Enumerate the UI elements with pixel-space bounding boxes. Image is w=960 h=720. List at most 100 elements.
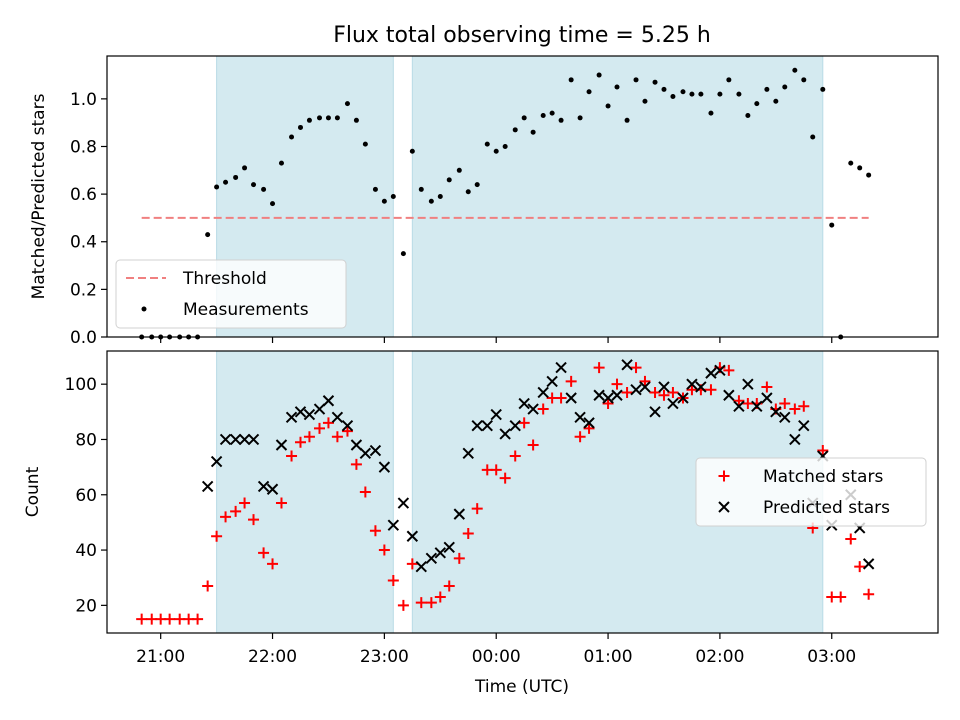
predicted-star-marker	[518, 397, 530, 410]
predicted-star-marker	[443, 541, 455, 554]
predicted-star-marker	[677, 392, 689, 404]
top-y-tick-label: 0.6	[70, 185, 97, 205]
bottom-y-tick-label: 40	[75, 541, 97, 561]
matched-star-marker	[499, 472, 511, 484]
predicted-star-marker	[499, 428, 511, 440]
legend-label: Predicted stars	[763, 498, 890, 518]
matched-star-marker	[434, 591, 446, 603]
matched-star-marker	[761, 381, 773, 393]
matched-star-marker	[490, 464, 502, 476]
bottom-y-tick-label: 60	[75, 486, 97, 506]
matched-star-marker	[136, 613, 148, 625]
measurement-point	[717, 91, 723, 97]
matched-star-marker	[359, 486, 371, 498]
bottom-y-tick-label: 80	[75, 430, 97, 450]
measurement-point	[792, 67, 798, 73]
matched-star-marker	[230, 505, 242, 517]
matched-star-marker	[275, 497, 287, 509]
predicted-star-marker	[862, 558, 875, 570]
predicted-star-marker	[481, 419, 493, 432]
measurement-point	[848, 160, 854, 166]
measurement-point	[512, 127, 518, 133]
matched-star-marker	[387, 574, 399, 586]
measurement-point	[362, 141, 368, 147]
bottom-axes-frame	[106, 350, 939, 634]
matched-star-marker	[294, 436, 306, 448]
x-tick-label: 22:00	[248, 647, 297, 667]
measurement-point	[596, 72, 602, 78]
measurement-point	[624, 117, 630, 123]
top-observing-interval-2	[411, 55, 824, 338]
predicted-star-marker	[770, 406, 782, 418]
predicted-star-marker	[630, 383, 642, 396]
predicted-star-marker	[714, 364, 726, 377]
matched-star-marker	[303, 431, 315, 443]
predicted-star-marker	[313, 403, 326, 415]
legend-predicted-swatch	[718, 501, 730, 513]
measurement-point	[764, 86, 770, 92]
predicted-star-marker	[789, 433, 801, 446]
predicted-star-marker	[331, 411, 344, 424]
measurement-point	[558, 117, 564, 123]
matched-star-marker	[248, 514, 260, 526]
predicted-star-marker	[257, 480, 270, 493]
top-panel: 0.0 0.2 0.4 0.6 0.8 1.0 Matched/Predicted star…	[29, 55, 939, 348]
measurement-point	[820, 86, 826, 92]
measurement-point	[829, 222, 835, 228]
top-y-tick-label: 0.8	[70, 137, 97, 157]
matched-star-marker	[845, 533, 857, 545]
predicted-star-marker	[266, 483, 279, 495]
predicted-star-marker	[229, 433, 242, 446]
predicted-star-marker	[350, 439, 363, 451]
predicted-star-marker	[723, 389, 735, 401]
predicted-star-marker	[275, 439, 288, 451]
matched-star-marker	[863, 588, 875, 600]
measurement-point	[261, 186, 267, 192]
predicted-star-marker	[359, 447, 372, 460]
predicted-star-marker	[471, 419, 483, 432]
matched-star-marker	[593, 362, 605, 374]
measurement-point	[390, 194, 396, 199]
measurement-point	[782, 84, 788, 90]
matched-star-marker	[322, 417, 334, 429]
predicted-star-marker	[285, 411, 298, 424]
measurement-point	[409, 148, 415, 154]
measurement-point	[586, 89, 592, 95]
predicted-star-marker	[751, 400, 763, 413]
bottom-panel: 20 40 60 80 100 Count 21:00 22:00 23:00 00:00 01:0…	[23, 350, 939, 667]
matched-star-marker	[369, 525, 381, 537]
x-axis-label: Time (UTC)	[474, 677, 569, 697]
measurement-point	[708, 110, 714, 116]
measurement-point	[306, 117, 312, 123]
matched-star-marker	[583, 422, 595, 434]
legend-label: Matched stars	[763, 467, 883, 487]
measurement-point	[642, 98, 648, 104]
measurement-point	[661, 86, 667, 92]
matched-star-marker	[611, 378, 623, 390]
matched-star-marker	[527, 439, 539, 451]
predicted-star-marker	[565, 392, 577, 404]
measurement-point	[372, 186, 378, 192]
measurement-point	[223, 179, 229, 185]
measurement-point	[418, 186, 424, 192]
matched-star-marker	[733, 395, 745, 407]
matched-star-marker	[602, 398, 614, 410]
matched-star-marker	[723, 364, 735, 376]
bottom-y-tick-label: 100	[65, 375, 97, 395]
matched-star-marker	[378, 544, 390, 556]
top-legend-box	[115, 259, 347, 329]
measurement-point	[614, 84, 620, 90]
measurement-point	[325, 115, 331, 121]
measurement-point	[698, 91, 704, 97]
matched-star-marker	[202, 580, 214, 592]
measurement-point	[866, 172, 872, 178]
measurement-point	[446, 177, 452, 183]
predicted-star-marker	[705, 367, 717, 379]
matched-star-marker	[286, 450, 298, 462]
measurement-point	[670, 93, 676, 99]
predicted-star-marker	[247, 433, 260, 446]
predicted-star-marker	[695, 381, 707, 393]
matched-star-marker	[705, 384, 717, 396]
top-y-tick-label: 1.0	[70, 90, 97, 110]
